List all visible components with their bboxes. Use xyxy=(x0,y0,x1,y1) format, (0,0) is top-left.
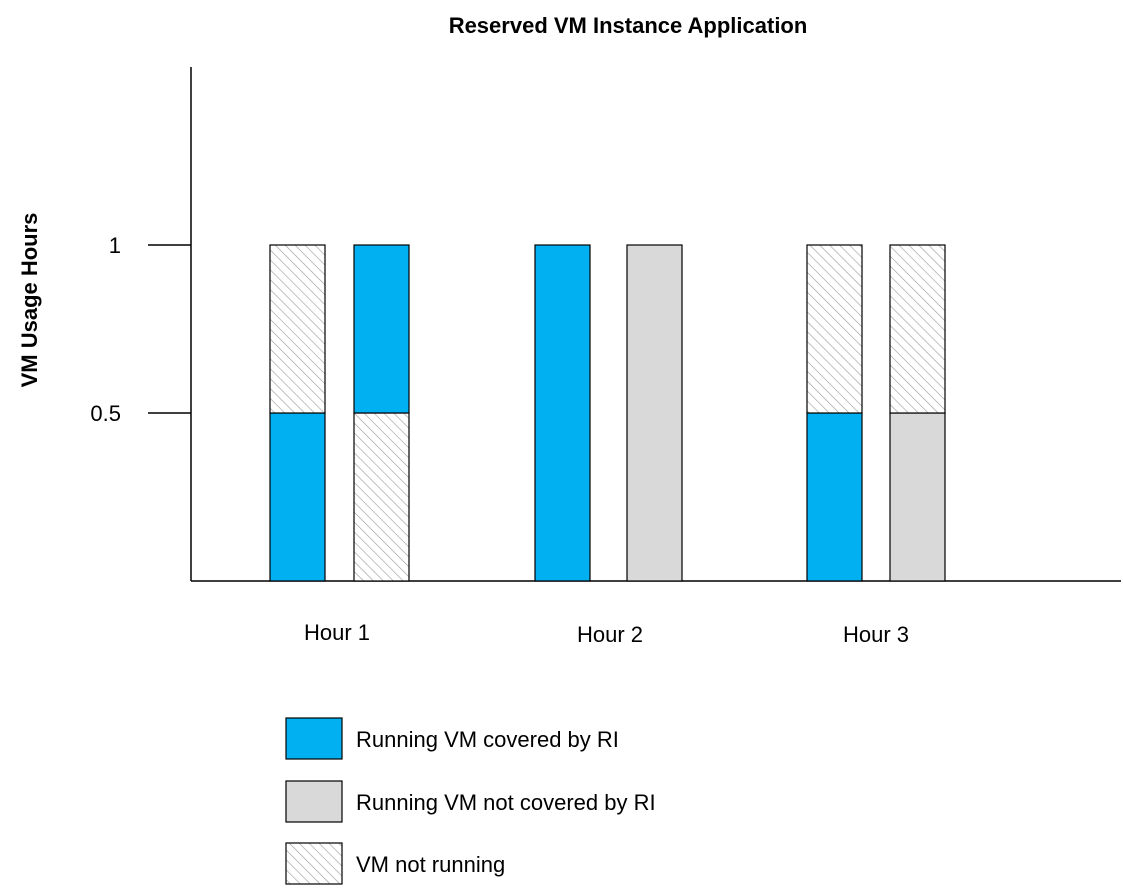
legend-item: Running VM not covered by RI xyxy=(285,780,656,823)
bar xyxy=(889,244,946,582)
legend-swatch xyxy=(285,842,343,885)
legend-label: Running VM not covered by RI xyxy=(356,790,656,815)
legend: Running VM covered by RI Running VM not c… xyxy=(285,717,656,885)
legend-item: Running VM covered by RI xyxy=(285,717,619,760)
bar-segment-not-running xyxy=(806,244,863,414)
y-ticks: 10.5 xyxy=(90,233,191,426)
y-axis-label: VM Usage Hours xyxy=(17,213,42,388)
chart-title: Reserved VM Instance Application xyxy=(449,13,808,38)
legend-label: VM not running xyxy=(356,852,505,877)
bar-segment-covered xyxy=(534,244,591,582)
bar-segment-not-running xyxy=(353,412,410,582)
y-tick-label: 0.5 xyxy=(90,401,121,426)
bar-segment-covered xyxy=(269,412,326,582)
bars xyxy=(269,244,946,582)
legend-swatch xyxy=(285,780,343,823)
bar xyxy=(534,244,591,582)
bar-segment-not-running xyxy=(269,244,326,414)
bar-segment-uncovered xyxy=(889,412,946,582)
legend-label: Running VM covered by RI xyxy=(356,727,619,752)
bar-segment-covered xyxy=(806,412,863,582)
bar xyxy=(806,244,863,582)
bar-segment-uncovered xyxy=(626,244,683,582)
bar xyxy=(269,244,326,582)
y-tick-label: 1 xyxy=(109,233,121,258)
bar-segment-covered xyxy=(353,244,410,414)
category-labels: Hour 1 Hour 2 Hour 3 xyxy=(304,620,909,647)
category-label: Hour 3 xyxy=(843,622,909,647)
category-label: Hour 1 xyxy=(304,620,370,645)
legend-item: VM not running xyxy=(285,842,505,885)
category-label: Hour 2 xyxy=(577,622,643,647)
legend-swatch xyxy=(285,717,343,760)
bar-segment-not-running xyxy=(889,244,946,414)
bar xyxy=(626,244,683,582)
bar xyxy=(353,244,410,582)
